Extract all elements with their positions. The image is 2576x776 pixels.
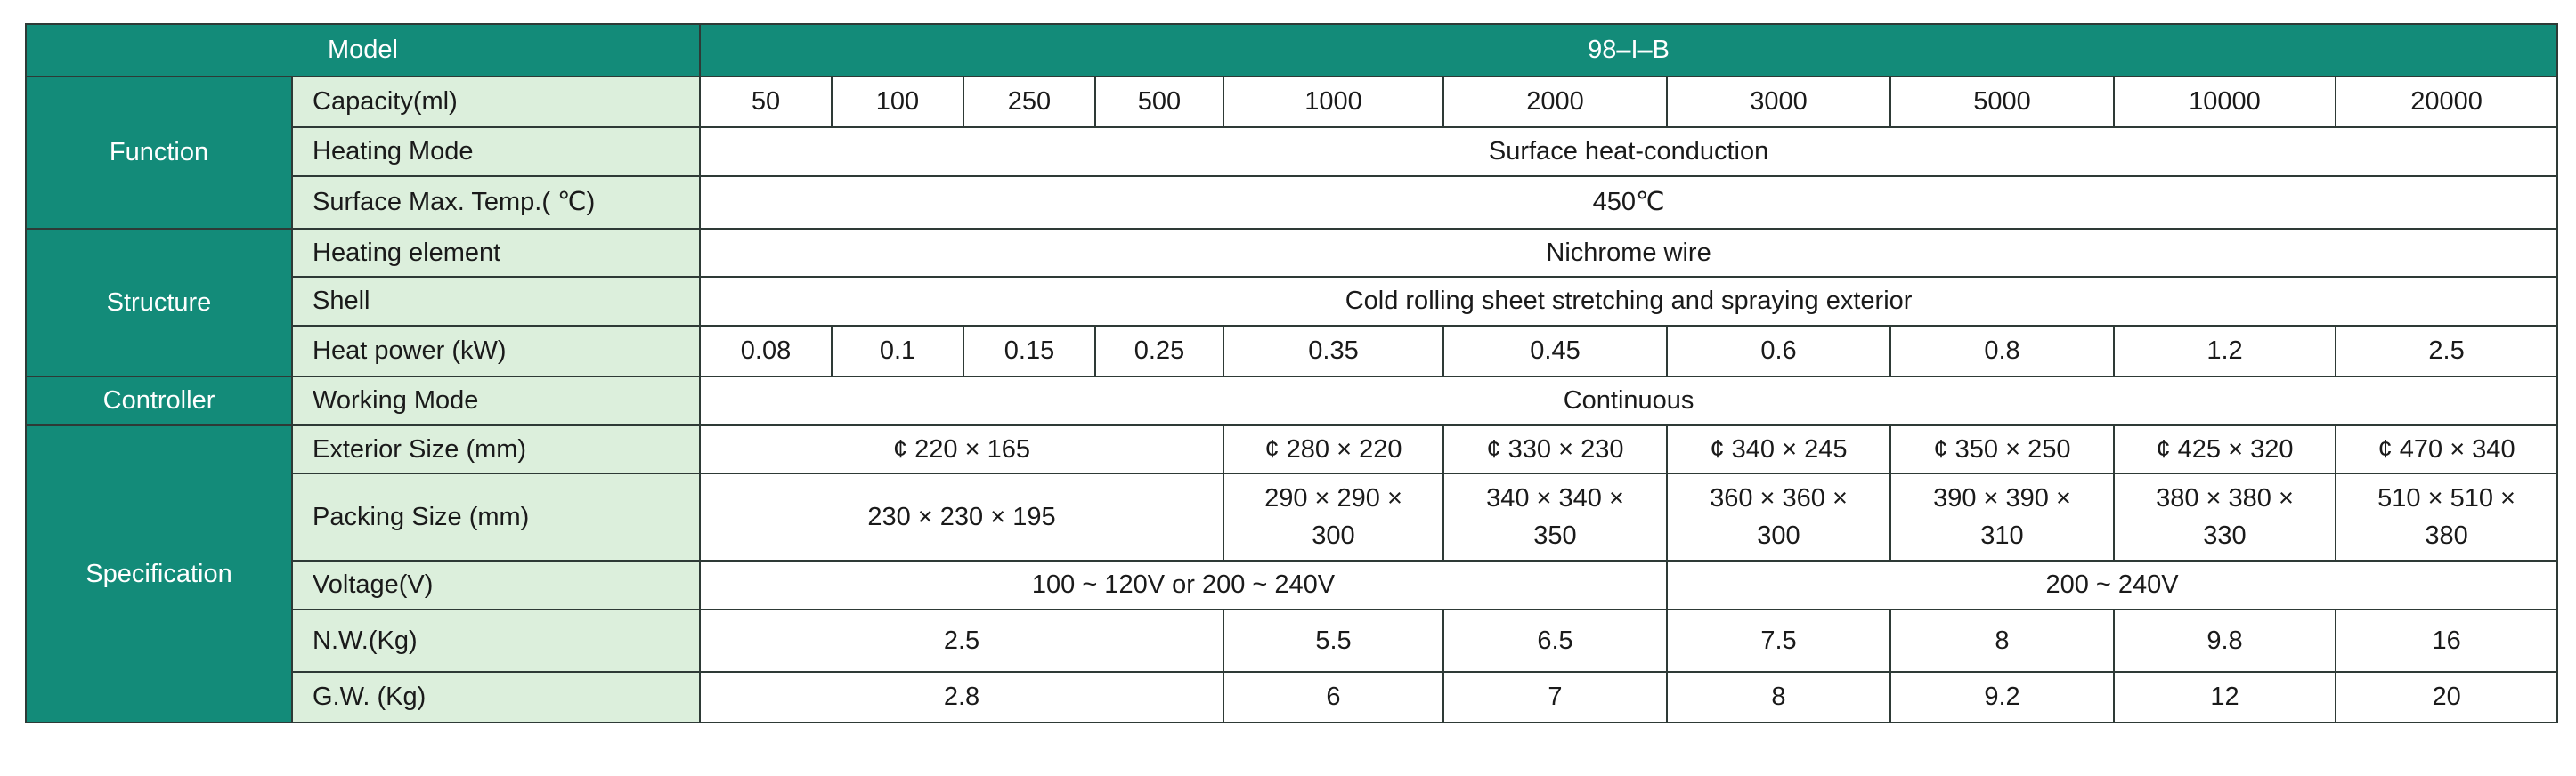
value-cell: 0.6: [1666, 325, 1891, 377]
group-label: Controller: [25, 376, 293, 426]
spec-table: Model 98–I–B Function Capacity(ml) 50 100 250 5…: [25, 23, 2559, 723]
value-cell: ¢ 340 × 245: [1666, 424, 1891, 474]
value-cell: 6.5: [1442, 609, 1668, 673]
value-cell: 0.1: [831, 325, 964, 377]
table-row: Heat power (kW) 0.08 0.1 0.15 0.25 0.35 0.45 0.…: [26, 325, 2559, 377]
value-cell: 5000: [1889, 76, 2115, 128]
group-label: Function: [25, 76, 293, 230]
value-cell: 6: [1223, 671, 1444, 723]
value-cell: 9.8: [2113, 609, 2336, 673]
value-cell: 1000: [1223, 76, 1444, 128]
value-cell: ¢ 350 × 250: [1889, 424, 2115, 474]
row-label: Packing Size (mm): [291, 473, 701, 562]
value-cell: 5.5: [1223, 609, 1444, 673]
value-cell: 2.8: [699, 671, 1224, 723]
value-cell: Continuous: [698, 376, 2559, 426]
table-row: Shell Cold rolling sheet stretching and s…: [26, 276, 2559, 327]
value-cell: 7.5: [1666, 609, 1891, 673]
value-cell: 100: [831, 76, 964, 128]
row-label: Voltage(V): [291, 560, 701, 610]
value-cell: 0.25: [1094, 325, 1224, 377]
value-cell: ¢ 220 × 165: [699, 424, 1224, 474]
value-cell: 10000: [2113, 76, 2336, 128]
value-cell: 200 ~ 240V: [1665, 560, 2559, 610]
header-model-label: Model: [25, 23, 701, 77]
value-cell: 7: [1442, 671, 1668, 723]
table-row: Voltage(V) 100 ~ 120V or 200 ~ 240V 200 ~ …: [26, 560, 2559, 610]
value-cell: 0.35: [1223, 325, 1444, 377]
value-cell: 8: [1666, 671, 1891, 723]
value-cell: 20000: [2334, 76, 2559, 128]
row-label: Shell: [291, 276, 701, 327]
row-label: G.W. (Kg): [291, 671, 701, 723]
table-row: Function Capacity(ml) 50 100 250 500 1000 2000 3…: [25, 76, 2559, 230]
value-cell: 1.2: [2113, 325, 2336, 377]
header-model: 98–I–B: [698, 23, 2559, 77]
value-cell: 0.15: [963, 325, 1096, 377]
value-cell: 0.45: [1442, 325, 1668, 377]
table-row: Model 98–I–B: [25, 23, 2559, 77]
value-cell: ¢ 330 × 230: [1442, 424, 1668, 474]
table-row: N.W.(Kg) 2.5 5.5 6.5 7.5 8 9.8 16: [26, 609, 2559, 673]
value-cell: 2.5: [2334, 325, 2559, 377]
table-row: Heating Mode Surface heat-conduction: [26, 126, 2559, 177]
value-cell: Surface heat-conduction: [698, 126, 2559, 177]
value-cell: ¢ 280 × 220: [1223, 424, 1444, 474]
value-cell: 100 ~ 120V or 200 ~ 240V: [699, 560, 1668, 610]
value-cell: 380 × 380 × 330: [2113, 473, 2336, 562]
table-row: Controller Working Mode Continuous: [25, 376, 2559, 426]
value-cell: ¢ 470 × 340: [2334, 424, 2559, 474]
value-cell: 390 × 390 × 310: [1889, 473, 2115, 562]
value-cell: 16: [2334, 609, 2559, 673]
value-cell: Nichrome wire: [698, 228, 2559, 278]
row-label: Exterior Size (mm): [291, 424, 701, 474]
value-cell: 290 × 290 × 300: [1223, 473, 1444, 562]
value-cell: ¢ 425 × 320: [2113, 424, 2336, 474]
value-cell: 450℃: [698, 175, 2559, 230]
value-cell: 0.8: [1889, 325, 2115, 377]
value-cell: 50: [699, 76, 833, 128]
value-cell: 0.08: [699, 325, 833, 377]
value-cell: 3000: [1666, 76, 1891, 128]
value-cell: 230 × 230 × 195: [699, 473, 1224, 562]
value-cell: 510 × 510 × 380: [2334, 473, 2559, 562]
value-cell: 2.5: [699, 609, 1224, 673]
table-row: Surface Max. Temp.( ℃) 450℃: [26, 175, 2559, 230]
table-row: Packing Size (mm) 230 × 230 × 195 290 × 29…: [26, 473, 2559, 562]
table-row: G.W. (Kg) 2.8 6 7 8 9.2 12 20: [26, 671, 2559, 723]
group-label: Specification: [25, 424, 293, 723]
row-label: N.W.(Kg): [291, 609, 701, 673]
value-cell: 20: [2334, 671, 2559, 723]
value-cell: 2000: [1442, 76, 1668, 128]
value-cell: 9.2: [1889, 671, 2115, 723]
value-cell: 360 × 360 × 300: [1666, 473, 1891, 562]
row-label: Heat power (kW): [291, 325, 701, 377]
group-label: Structure: [25, 228, 293, 377]
row-label: Surface Max. Temp.( ℃): [291, 175, 701, 230]
row-label: Heating Mode: [291, 126, 701, 177]
row-label: Capacity(ml): [291, 76, 701, 128]
table-row: Structure Heating element Nichrome wire: [25, 228, 2559, 377]
value-cell: 8: [1889, 609, 2115, 673]
value-cell: Cold rolling sheet stretching and sprayi…: [698, 276, 2559, 327]
value-cell: 12: [2113, 671, 2336, 723]
table-row: Specification Exterior Size (mm) ¢ 220 × 1…: [25, 424, 2559, 723]
value-cell: 340 × 340 × 350: [1442, 473, 1668, 562]
value-cell: 500: [1094, 76, 1224, 128]
row-label: Heating element: [291, 228, 701, 278]
value-cell: 250: [963, 76, 1096, 128]
row-label: Working Mode: [291, 376, 701, 426]
